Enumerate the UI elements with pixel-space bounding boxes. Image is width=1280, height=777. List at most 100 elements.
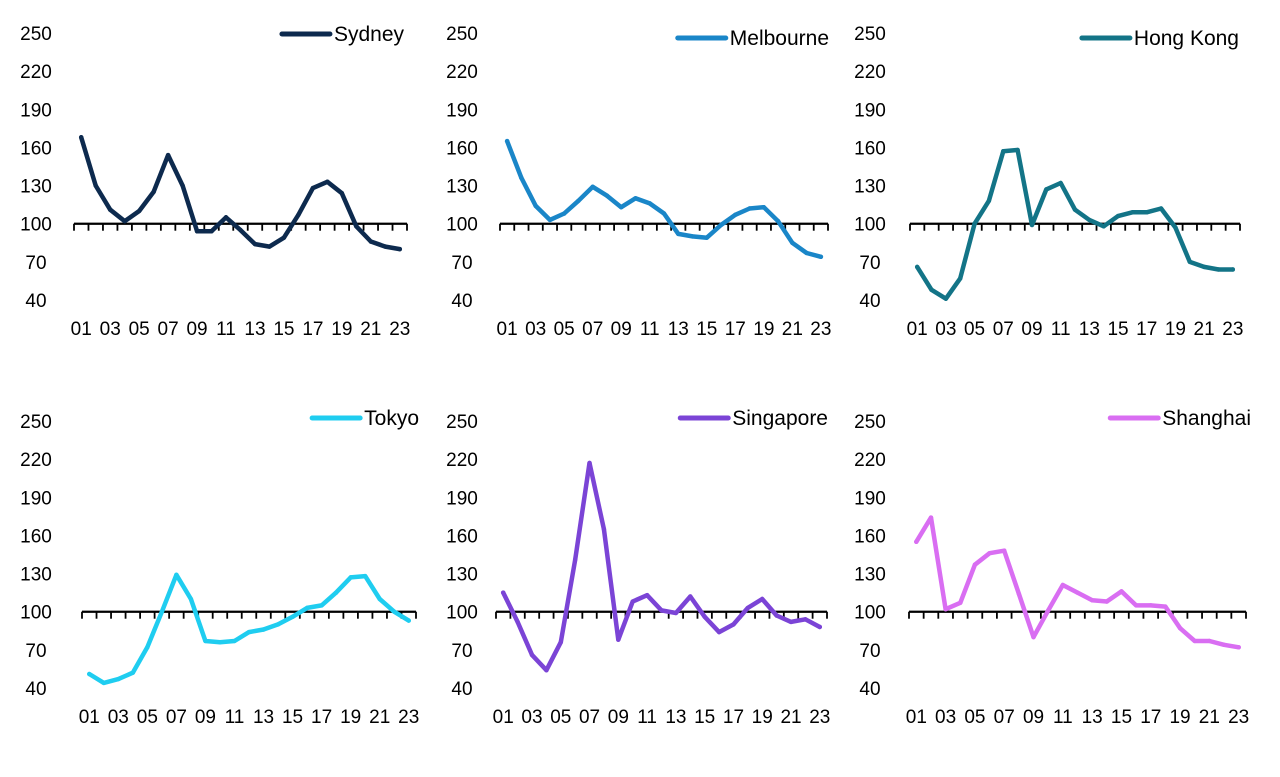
y-tick-label: 70 <box>25 641 46 662</box>
data-point <box>1060 582 1066 588</box>
legend: Shanghai <box>1107 407 1251 430</box>
y-tick-label: 220 <box>854 450 886 471</box>
data-point <box>159 609 165 614</box>
y-tick-label: 250 <box>446 412 478 433</box>
data-point <box>775 218 781 224</box>
x-tick-label: 11 <box>216 319 236 340</box>
data-point <box>958 600 963 606</box>
y-tick-label: 100 <box>854 603 886 624</box>
data-point <box>1089 598 1095 603</box>
x-tick-label: 11 <box>637 707 657 728</box>
data-point <box>587 460 592 466</box>
series-points-singapore <box>500 460 823 673</box>
x-tick-label: 13 <box>1079 319 1100 340</box>
y-tick-label: 250 <box>854 412 886 433</box>
y-tick-label: 40 <box>451 679 472 700</box>
data-point <box>544 668 549 673</box>
data-point <box>348 575 353 580</box>
legend-label: Singapore <box>732 407 828 430</box>
y-tick-label: 160 <box>446 138 478 159</box>
data-point <box>647 201 652 206</box>
x-tick-label: 17 <box>1136 319 1157 340</box>
x-tick-label: 23 <box>389 319 410 340</box>
data-point <box>333 590 339 595</box>
x-tick-label: 15 <box>1107 319 1128 340</box>
x-tick-label: 21 <box>360 319 381 340</box>
data-point <box>914 539 919 544</box>
legend: Hong Kong <box>1079 27 1239 50</box>
data-point <box>1148 603 1153 608</box>
y-tick-label: 70 <box>859 253 880 274</box>
data-point <box>1192 638 1197 644</box>
data-point <box>223 215 229 220</box>
data-point <box>203 638 208 644</box>
x-tick-label: 03 <box>935 707 956 728</box>
x-axis-tick-labels: 01 03 05 07 09 11 13 15 17 19 21 23 <box>497 319 832 340</box>
data-point <box>619 204 624 210</box>
y-tick-label: 130 <box>446 177 478 198</box>
data-point <box>354 224 359 229</box>
chart-panel-hong-kong: 250 220 190 160 130 100 70 40 01 03 05 07 09 11 13 15 17… <box>854 24 1243 340</box>
data-point <box>406 618 411 623</box>
x-tick-label: 11 <box>1051 319 1071 340</box>
x-tick-label: 23 <box>810 319 831 340</box>
x-tick-label: 09 <box>186 319 207 340</box>
data-point <box>986 198 992 204</box>
data-point <box>972 221 977 226</box>
data-point <box>590 184 595 190</box>
data-point <box>774 613 779 618</box>
x-tick-label: 09 <box>1021 319 1042 340</box>
x-tick-label: 17 <box>725 319 746 340</box>
x-tick-label: 01 <box>906 707 927 728</box>
data-point <box>130 670 136 675</box>
y-tick-label: 220 <box>446 62 478 83</box>
x-tick-label: 15 <box>273 319 294 340</box>
data-point <box>383 244 388 249</box>
y-tick-label: 70 <box>451 253 472 274</box>
x-tick-label: 07 <box>993 319 1014 340</box>
series-points-tokyo <box>87 572 411 686</box>
data-point <box>209 229 214 234</box>
legend-label: Hong Kong <box>1134 27 1239 50</box>
y-tick-label: 130 <box>20 177 52 198</box>
y-tick-label: 220 <box>20 450 52 471</box>
x-tick-label: 01 <box>71 319 92 340</box>
x-axis-tick-marks <box>499 223 829 231</box>
data-point <box>325 179 330 184</box>
data-point <box>290 614 295 619</box>
data-point <box>194 229 200 234</box>
data-point <box>87 671 92 677</box>
y-tick-label: 100 <box>446 603 478 624</box>
x-tick-label: 19 <box>753 319 774 340</box>
data-point <box>804 250 809 256</box>
x-tick-label: 03 <box>100 319 121 340</box>
x-tick-label: 23 <box>398 707 419 728</box>
x-tick-label: 07 <box>158 319 179 340</box>
y-axis-tick-labels: 250 220 190 160 130 100 70 40 <box>446 24 478 312</box>
y-tick-label: 160 <box>854 138 886 159</box>
data-point <box>943 296 949 301</box>
data-point <box>761 204 767 210</box>
data-point <box>731 622 736 627</box>
legend: Singapore <box>677 407 828 430</box>
y-tick-label: 130 <box>854 565 886 586</box>
y-tick-label: 160 <box>446 526 478 547</box>
y-tick-label: 250 <box>20 412 52 433</box>
data-point <box>702 614 707 619</box>
x-tick-label: 17 <box>311 707 332 728</box>
data-point <box>676 231 681 237</box>
data-point <box>929 287 934 293</box>
x-axis-tick-labels: 01 03 05 07 09 11 13 15 17 19 21 23 <box>79 707 420 728</box>
x-tick-label: 21 <box>782 319 803 340</box>
data-point <box>601 526 607 532</box>
data-point <box>704 235 709 240</box>
data-point <box>533 203 538 209</box>
data-point <box>1119 589 1124 594</box>
data-point <box>1104 599 1110 604</box>
x-tick-label: 07 <box>166 707 187 728</box>
data-point <box>644 592 650 598</box>
legend-label: Shanghai <box>1162 407 1251 430</box>
x-tick-label: 17 <box>723 707 744 728</box>
legend: Melbourne <box>675 27 829 50</box>
data-point <box>1177 626 1183 631</box>
